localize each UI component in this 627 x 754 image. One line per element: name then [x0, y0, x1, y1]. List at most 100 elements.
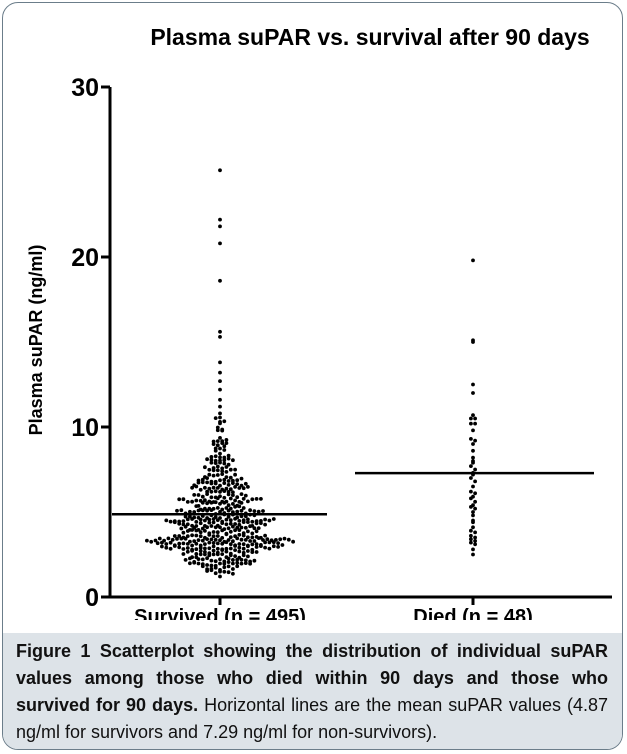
data-point: [203, 465, 207, 470]
data-point: [259, 497, 263, 501]
data-point: [218, 241, 222, 246]
data-point: [213, 571, 218, 576]
data-point: [222, 495, 227, 500]
data-point: [233, 516, 238, 521]
data-point: [215, 428, 220, 433]
data-point: [471, 547, 475, 552]
data-point: [190, 548, 195, 553]
data-point: [278, 537, 283, 542]
data-point: [222, 458, 227, 463]
data-point: [233, 522, 238, 526]
data-point: [246, 520, 250, 524]
data-point: [215, 534, 220, 538]
data-point: [218, 329, 222, 334]
data-point: [181, 552, 186, 556]
data-point: [222, 448, 227, 452]
data-point: [220, 541, 225, 546]
data-point: [263, 540, 267, 545]
data-point: [231, 558, 235, 562]
data-point: [218, 455, 222, 460]
data-point: [233, 498, 238, 503]
data-point: [226, 564, 231, 569]
data-point: [224, 441, 229, 445]
data-point: [185, 549, 190, 554]
data-point: [192, 560, 197, 565]
data-point: [211, 520, 216, 525]
data-point: [190, 528, 195, 532]
data-point: [235, 536, 240, 541]
data-point: [233, 472, 238, 477]
data-point: [222, 565, 227, 570]
data-point: [160, 544, 164, 549]
data-point: [469, 476, 473, 480]
data-point: [471, 340, 475, 344]
data-point: [190, 499, 195, 504]
data-point: [250, 550, 255, 554]
data-point: [228, 521, 233, 526]
data-point: [209, 537, 214, 542]
data-point: [215, 530, 220, 535]
data-point: [213, 454, 218, 459]
data-points: [145, 168, 477, 579]
data-point: [246, 549, 250, 553]
data-point: [237, 486, 242, 490]
data-point: [164, 545, 169, 550]
data-point: [469, 437, 473, 441]
data-point: [218, 538, 222, 543]
data-point: [239, 525, 244, 530]
data-point: [196, 557, 201, 561]
data-point: [263, 533, 267, 538]
data-point: [185, 534, 190, 538]
data-point: [194, 547, 199, 552]
data-point: [203, 529, 207, 533]
data-point: [194, 484, 199, 489]
data-point: [267, 540, 272, 545]
data-point: [205, 501, 210, 506]
data-point: [252, 539, 257, 543]
data-point: [222, 569, 227, 574]
data-point: [205, 556, 210, 561]
data-point: [254, 550, 259, 554]
y-tick-label: 10: [71, 414, 99, 442]
data-point: [235, 564, 240, 569]
data-point: [243, 525, 248, 530]
data-point: [250, 542, 255, 547]
data-point: [183, 558, 188, 562]
data-point: [239, 492, 244, 496]
data-point: [194, 552, 199, 556]
chart-title: Plasma suPAR vs. survival after 90 days: [150, 24, 589, 50]
data-point: [200, 538, 205, 543]
data-point: [276, 545, 280, 549]
data-point: [203, 542, 207, 546]
data-point: [218, 510, 222, 514]
data-point: [177, 534, 182, 538]
data-point: [218, 460, 222, 465]
data-point: [218, 415, 222, 420]
data-point: [241, 553, 246, 558]
data-point: [243, 558, 248, 563]
data-point: [222, 444, 227, 449]
data-point: [188, 561, 192, 566]
data-point: [220, 548, 225, 552]
data-point: [177, 541, 182, 546]
data-point: [231, 502, 235, 506]
data-point: [218, 397, 222, 402]
data-point: [218, 379, 222, 383]
caption-text: Horizontal lines are the mean suPAR valu…: [16, 695, 608, 742]
data-point: [473, 535, 477, 540]
data-point: [231, 561, 235, 566]
data-point: [222, 461, 227, 466]
data-point: [215, 518, 220, 522]
data-point: [473, 491, 477, 496]
data-point: [471, 513, 475, 518]
data-point: [256, 509, 261, 514]
data-point: [200, 557, 205, 562]
data-point: [213, 461, 218, 465]
data-point: [235, 482, 240, 486]
data-point: [209, 500, 214, 505]
data-point: [222, 455, 227, 460]
data-point: [209, 455, 214, 459]
data-point: [181, 547, 186, 551]
data-point: [207, 540, 212, 545]
